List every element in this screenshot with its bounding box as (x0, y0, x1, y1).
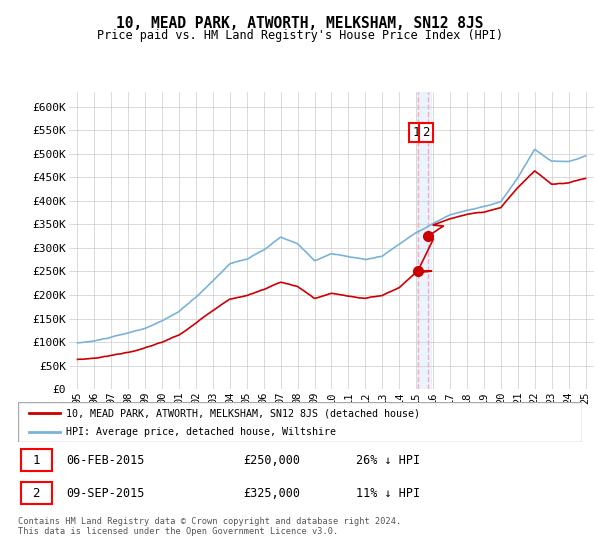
Text: 10, MEAD PARK, ATWORTH, MELKSHAM, SN12 8JS (detached house): 10, MEAD PARK, ATWORTH, MELKSHAM, SN12 8… (66, 408, 420, 418)
Text: 1: 1 (412, 126, 420, 139)
Text: 11% ↓ HPI: 11% ↓ HPI (356, 487, 421, 501)
Text: £325,000: £325,000 (244, 487, 301, 501)
Text: 2: 2 (422, 126, 430, 139)
Bar (21, 482, 52, 505)
Text: 2: 2 (32, 487, 40, 501)
Text: 09-SEP-2015: 09-SEP-2015 (66, 487, 145, 501)
Text: HPI: Average price, detached house, Wiltshire: HPI: Average price, detached house, Wilt… (66, 427, 336, 437)
Bar (417, 92, 431, 389)
Text: 1: 1 (32, 454, 40, 468)
Text: 06-FEB-2015: 06-FEB-2015 (66, 454, 145, 468)
Text: Price paid vs. HM Land Registry's House Price Index (HPI): Price paid vs. HM Land Registry's House … (97, 29, 503, 42)
Bar (21, 449, 52, 472)
Text: 26% ↓ HPI: 26% ↓ HPI (356, 454, 421, 468)
Text: £250,000: £250,000 (244, 454, 301, 468)
Text: 10, MEAD PARK, ATWORTH, MELKSHAM, SN12 8JS: 10, MEAD PARK, ATWORTH, MELKSHAM, SN12 8… (116, 16, 484, 31)
Text: Contains HM Land Registry data © Crown copyright and database right 2024.
This d: Contains HM Land Registry data © Crown c… (18, 517, 401, 536)
